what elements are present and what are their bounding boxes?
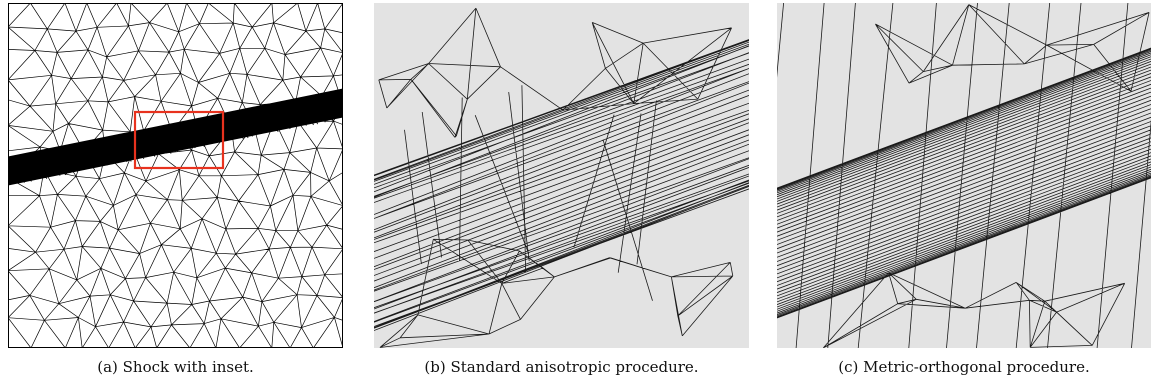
panel-b-standard-anisotropic [374,3,749,348]
mesh-c-svg [777,3,1151,348]
caption-a: (a) Shock with inset. [97,358,254,376]
panel-c-metric-orthogonal [777,3,1151,348]
mesh-b-elements [374,7,749,348]
caption-c: (c) Metric-orthogonal procedure. [838,358,1090,376]
panel-a-shock-mesh [8,3,343,348]
mesh-c-elements [777,3,1151,348]
mesh-a-frame [8,3,343,348]
mesh-a-background [8,3,343,348]
inset-box [133,110,225,170]
mesh-b-svg [374,3,749,348]
caption-b: (b) Standard anisotropic procedure. [424,358,699,376]
mesh-a-svg [8,3,343,348]
mesh-a-shock-band [8,88,343,186]
